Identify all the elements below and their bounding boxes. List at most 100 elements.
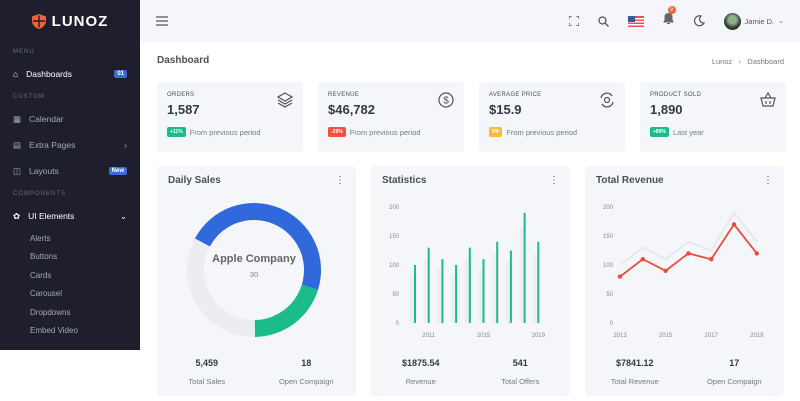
y-tick-label: 0 [610,321,614,327]
bar [523,212,526,323]
bar-chart: 0 50 100 150 200 2011 2015 2019 [389,205,546,339]
sidebar-item-calendar[interactable]: ▦ Calendar [13,113,64,125]
bar-shadow [464,258,469,323]
x-tick-label: 2019 [750,333,764,339]
breadcrumb-item[interactable]: Lunoz [711,57,733,66]
donut-center-value: 30 [250,270,258,279]
svg-text:$: $ [443,96,449,107]
footer-label: Total Revenue [610,377,659,386]
search-icon[interactable] [597,15,609,27]
moon-icon[interactable] [693,15,705,27]
stat-label: REVENUE [328,92,360,98]
card-title: Total Revenue [596,175,664,186]
sidebar-item-extra-pages[interactable]: ▤ Extra Pages › [13,139,127,151]
total-revenue-card: Total Revenue ⋮ 0 50 100 150 200 2013 2015 2017… [585,166,784,396]
line-chart: 0 50 100 150 200 2013 2015 2017 2019 [603,205,764,339]
footer-label: Open Compaign [706,377,762,386]
x-tick-label: 2011 [422,333,436,339]
stat-card: PRODUCT SOLD 1,890 +89% Last year [640,82,786,152]
layout-icon: ◫ [13,165,22,176]
stat-note: Last year [672,127,704,137]
cookie-icon: ✿ [13,210,21,221]
stat-card: REVENUE $46,782 -29% From previous period… [318,82,464,152]
topbar: 9 Jamie D. ⌄ [140,0,800,42]
card-title: Statistics [382,175,427,186]
bar [441,259,444,323]
stat-value: $15.9 [489,102,522,117]
bar-shadow [423,258,428,323]
more-vertical-icon[interactable]: ⋮ [335,175,345,186]
bar [468,247,471,323]
section-label: MENU [13,49,35,55]
line-point [640,257,645,262]
sidebar-subitem[interactable]: Alerts [30,233,51,243]
breadcrumb: Lunoz › Dashboard [712,57,784,66]
line-series [619,211,758,266]
sidebar-subitem[interactable]: Carousel [30,289,63,299]
sidebar-item-layouts[interactable]: ◫ Layouts New [0,158,140,184]
bar-shadow [437,268,442,323]
x-tick-label: 2015 [659,333,673,339]
refresh-icon [600,92,614,108]
stat-note: From previous period [506,127,578,137]
y-tick-label: 200 [603,205,614,211]
bar-shadow [492,253,497,323]
stat-value: 1,890 [650,102,683,117]
sidebar-item-dashboards[interactable]: ⌂ Dashboards 01 [0,61,140,87]
sidebar-subitem[interactable]: Embed Video [30,326,78,336]
basket-icon [760,92,776,107]
card-title: Daily Sales [168,175,221,186]
home-icon: ⌂ [13,69,19,79]
menu-icon[interactable] [156,16,168,26]
new-badge: New [108,167,127,175]
more-vertical-icon[interactable]: ⋮ [763,175,773,186]
count-badge: 01 [114,70,127,78]
donut-slice [254,284,319,337]
chevron-right-icon: › [124,140,127,150]
breadcrumb-item: Dashboard [747,57,784,66]
footer-label: Total Offers [501,377,540,386]
fullscreen-icon[interactable] [568,16,579,26]
notification-badge: 9 [667,6,676,14]
sidebar-subitem[interactable]: Dropdowns [30,307,71,317]
bar-shadow [533,253,538,323]
shield-logo-icon [31,13,46,29]
y-tick-label: 150 [603,234,614,240]
user-menu[interactable]: Jamie D. ⌄ [723,12,784,30]
more-vertical-icon[interactable]: ⋮ [549,175,559,186]
bar [509,250,512,323]
footer-label: Open Compaign [278,377,334,386]
us-flag-icon[interactable] [627,15,644,27]
logo[interactable]: LUNOZ [0,0,140,42]
sidebar-item-ui-elements[interactable]: ✿ UI Elements ⌄ [13,210,127,222]
footer-value: 18 [301,358,312,368]
bar-shadow [451,273,456,323]
y-tick-label: 50 [392,292,399,298]
sidebar-subitem[interactable]: Cards [30,270,52,280]
x-tick-label: 2013 [613,333,627,339]
bar [455,265,458,323]
line-point [754,251,759,256]
avatar [723,12,741,30]
bar-shadow [410,273,414,323]
sidebar-subitem[interactable]: Buttons [30,252,58,262]
calendar-icon: ▦ [13,113,22,124]
bar-shadow [478,268,483,323]
donut-chart: Apple Company 30 [186,203,321,337]
notifications-button[interactable]: 9 [662,6,676,30]
sidebar: LUNOZ MENU ⌂ Dashboards 01 CUSTOM ▦ Calend… [0,0,140,350]
x-tick-label: 2017 [705,333,719,339]
change-badge: 0% [489,127,503,137]
breadcrumb-separator-icon: › [734,57,746,66]
change-badge: +89% [650,127,669,137]
dollar-icon: $ [438,92,454,108]
bar [427,247,430,323]
line-point [617,274,623,279]
bell-icon [662,12,674,24]
chevron-down-icon: ⌄ [119,210,127,221]
footer-value: 5,459 [195,358,219,368]
footer-value: 17 [729,358,740,368]
stat-card: ORDERS 1,587 +11% From previous period [157,82,303,152]
footer-value: $7841.12 [615,358,654,368]
stat-value: 1,587 [167,102,200,117]
